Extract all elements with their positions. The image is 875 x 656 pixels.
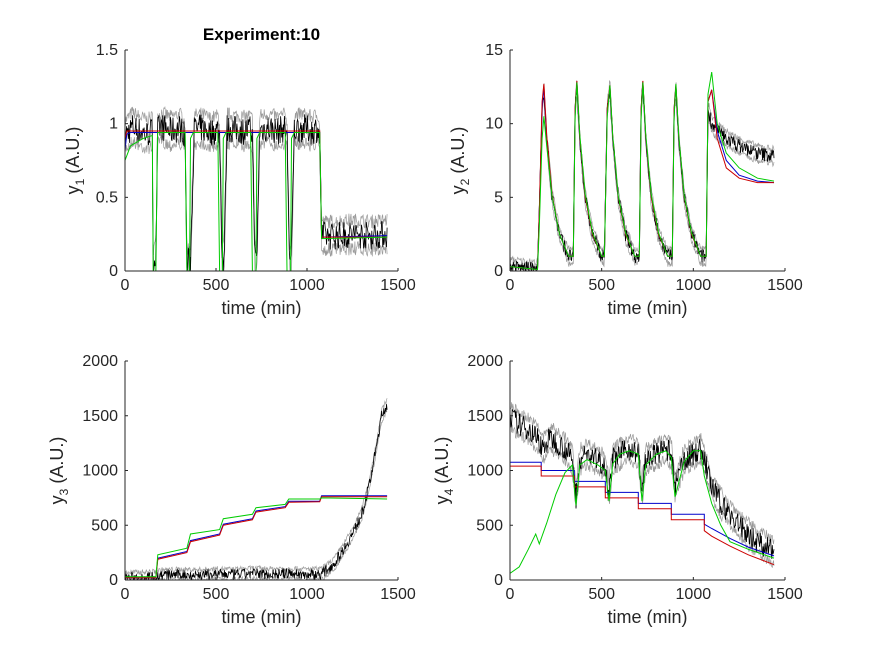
- y-axis-label-y2: y2 (A.U.): [448, 127, 472, 195]
- x-tick-label-y1: 1000: [289, 277, 325, 294]
- x-tick-label-y4: 0: [506, 586, 515, 603]
- y-tick-label-y2: 5: [494, 189, 503, 206]
- y-tick-label-y4: 1500: [467, 408, 503, 425]
- x-tick-label-y2: 1500: [767, 277, 803, 294]
- plot-area-y1: [125, 105, 388, 271]
- y-tick-label-y3: 0: [109, 572, 118, 589]
- x-tick-label-y3: 1500: [380, 586, 416, 603]
- subplot-y1: 0 500 1000 1500 0 0.5 1 1.5 time (min) y1 (A.U.) E…: [63, 25, 416, 318]
- x-axis-label-y2: time (min): [608, 298, 688, 318]
- noisy-upper-y4: [510, 402, 775, 545]
- y-tick-label-y2: 15: [485, 42, 503, 59]
- x-tick-label-y3: 0: [121, 586, 130, 603]
- y-tick-label-y1: 0: [109, 263, 118, 280]
- y-axis-label-y3: y3 (A.U.): [47, 437, 71, 505]
- series-red-y1: [125, 130, 388, 238]
- y-tick-label-y3: 2000: [82, 353, 118, 370]
- y-tick-label-y1: 1.5: [96, 42, 118, 59]
- plot-area-y4: [510, 402, 775, 574]
- x-tick-label-y3: 1000: [289, 586, 325, 603]
- y-tick-label-y4: 2000: [467, 353, 503, 370]
- y-axis-label-y4: y4 (A.U.): [432, 437, 456, 505]
- subplot-y2: 0 500 1000 1500 0 5 10 15 time (min) y2 (A.U.): [448, 42, 803, 318]
- x-tick-label-y2: 1000: [676, 277, 712, 294]
- y-tick-label-y1: 1: [109, 116, 118, 133]
- y-tick-label-y4: 1000: [467, 463, 503, 480]
- x-axis-label-y1: time (min): [222, 298, 302, 318]
- series-red-y3: [125, 496, 388, 579]
- noisy-upper-y3: [125, 398, 388, 576]
- x-axis-label-y3: time (min): [222, 607, 302, 627]
- y-tick-label-y4: 0: [494, 572, 503, 589]
- chart-title-y1: Experiment:10: [203, 25, 320, 44]
- series-blue-y3: [125, 495, 388, 579]
- x-tick-label-y4: 500: [588, 586, 615, 603]
- x-tick-label-y2: 0: [506, 277, 515, 294]
- noisy-lower-y1: [125, 134, 388, 271]
- x-tick-label-y1: 500: [203, 277, 230, 294]
- plot-area-y2: [510, 72, 775, 271]
- subplot-y3: 0 500 1000 1500 0 500 1000 1500 2000 time (min) y3…: [47, 353, 416, 627]
- x-tick-label-y4: 1500: [767, 586, 803, 603]
- y-tick-label-y2: 10: [485, 116, 503, 133]
- x-tick-label-y1: 1500: [380, 277, 416, 294]
- noisy-trace-y4: [510, 409, 775, 559]
- y-axis-label-y1: y1 (A.U.): [63, 127, 87, 195]
- series-green-y4: [510, 450, 775, 574]
- series-green-y1: [125, 132, 388, 271]
- y-tick-label-y3: 1000: [82, 463, 118, 480]
- x-axis-label-y4: time (min): [608, 607, 688, 627]
- noisy-lower-y3: [125, 409, 388, 580]
- series-green-y2: [510, 72, 775, 271]
- x-tick-label-y1: 0: [121, 277, 130, 294]
- noisy-lower-y2: [510, 93, 775, 271]
- x-tick-label-y3: 500: [203, 586, 230, 603]
- y-tick-label-y3: 1500: [82, 408, 118, 425]
- x-tick-label-y4: 1000: [676, 586, 712, 603]
- plot-area-y3: [125, 398, 388, 580]
- y-tick-label-y1: 0.5: [96, 189, 118, 206]
- subplot-y4: 0 500 1000 1500 0 500 1000 1500 2000 time (min) y4…: [432, 353, 803, 627]
- x-tick-label-y2: 500: [588, 277, 615, 294]
- series-green-y3: [125, 497, 388, 578]
- y-tick-label-y3: 500: [91, 517, 118, 534]
- y-tick-label-y2: 0: [494, 263, 503, 280]
- y-tick-label-y4: 500: [476, 517, 503, 534]
